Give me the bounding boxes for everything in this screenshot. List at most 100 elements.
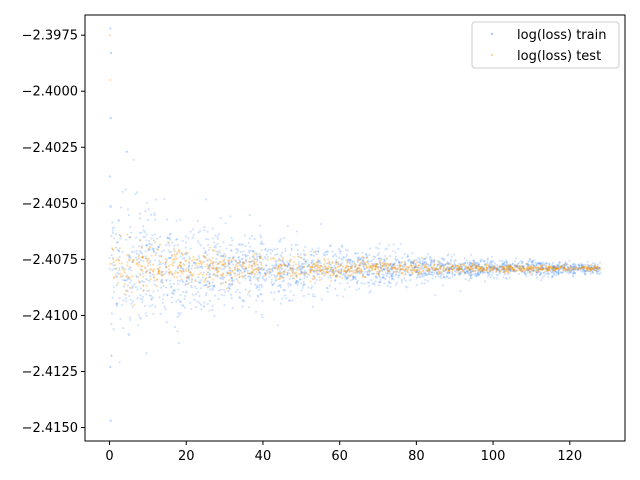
- data-point: [426, 269, 429, 272]
- data-point: [136, 191, 139, 194]
- data-point: [127, 254, 130, 257]
- data-point: [158, 266, 161, 269]
- data-point: [572, 275, 575, 278]
- data-point: [440, 264, 443, 267]
- data-point: [586, 266, 589, 270]
- data-point: [568, 271, 571, 274]
- data-point: [382, 276, 385, 279]
- data-point: [244, 253, 247, 256]
- data-point: [221, 268, 224, 271]
- data-point: [279, 240, 282, 243]
- y-tick-label: −2.4100: [22, 309, 78, 324]
- data-point: [389, 285, 392, 288]
- data-point: [274, 279, 277, 282]
- data-point: [287, 262, 290, 265]
- data-point: [215, 267, 218, 270]
- data-point: [560, 271, 563, 274]
- data-point: [387, 244, 390, 247]
- data-point: [187, 237, 190, 240]
- data-point: [348, 258, 351, 261]
- data-point: [131, 286, 134, 289]
- data-point: [141, 295, 145, 299]
- data-point: [535, 263, 538, 266]
- data-point: [255, 268, 258, 271]
- data-point: [315, 278, 318, 282]
- data-point: [331, 255, 334, 258]
- data-point: [433, 268, 436, 271]
- data-point: [574, 266, 577, 269]
- data-point: [552, 265, 555, 269]
- data-point: [554, 267, 557, 270]
- data-point: [563, 263, 567, 266]
- data-point: [365, 253, 368, 256]
- data-point: [153, 268, 156, 271]
- data-point: [399, 265, 402, 268]
- data-point: [387, 281, 391, 284]
- data-point: [459, 266, 462, 269]
- data-point: [392, 278, 395, 281]
- data-point: [422, 267, 425, 271]
- data-point: [471, 273, 474, 276]
- data-point: [458, 273, 461, 276]
- data-point: [492, 267, 495, 270]
- data-point: [168, 273, 171, 276]
- data-point: [448, 268, 451, 271]
- data-point: [401, 265, 404, 268]
- data-point: [357, 267, 360, 270]
- data-point: [499, 268, 503, 271]
- data-point: [540, 279, 543, 282]
- data-point: [406, 268, 409, 272]
- data-point: [534, 269, 537, 273]
- legend-marker-test: [490, 53, 494, 57]
- data-point: [258, 276, 261, 279]
- data-point: [329, 263, 332, 266]
- data-point: [385, 264, 388, 267]
- data-point: [127, 332, 130, 335]
- data-point: [398, 264, 401, 267]
- data-point: [442, 263, 445, 266]
- data-point: [132, 284, 135, 287]
- data-point: [389, 267, 392, 270]
- data-point: [251, 269, 254, 272]
- data-point: [406, 286, 409, 289]
- data-point: [540, 272, 543, 275]
- data-point: [316, 258, 319, 261]
- data-point: [187, 282, 190, 285]
- data-point: [246, 254, 249, 257]
- data-point: [588, 265, 591, 268]
- data-point: [538, 268, 541, 271]
- data-point: [553, 267, 556, 270]
- data-point: [529, 267, 532, 270]
- data-point: [503, 261, 506, 264]
- data-point: [396, 268, 399, 271]
- data-point: [526, 263, 529, 266]
- data-point: [109, 205, 112, 208]
- data-point: [115, 302, 118, 305]
- data-point: [307, 286, 310, 289]
- data-point: [321, 271, 324, 274]
- legend-label-train: log(loss) train: [517, 28, 606, 43]
- data-point: [217, 253, 220, 256]
- data-point: [366, 273, 369, 277]
- data-point: [543, 264, 546, 267]
- data-point: [212, 266, 215, 269]
- data-point: [381, 268, 384, 271]
- data-point: [337, 262, 340, 265]
- data-point: [559, 271, 562, 274]
- data-point: [209, 288, 212, 291]
- data-point: [111, 231, 114, 235]
- data-point: [356, 266, 359, 269]
- data-point: [532, 269, 535, 273]
- data-point: [249, 245, 252, 248]
- data-point: [282, 262, 285, 266]
- data-point: [411, 269, 414, 272]
- data-point: [163, 305, 166, 308]
- data-point: [428, 270, 431, 273]
- data-point: [351, 278, 354, 281]
- data-point: [396, 264, 399, 267]
- data-point: [190, 273, 193, 276]
- data-point: [505, 268, 508, 271]
- data-point: [356, 252, 359, 255]
- data-point: [366, 255, 369, 258]
